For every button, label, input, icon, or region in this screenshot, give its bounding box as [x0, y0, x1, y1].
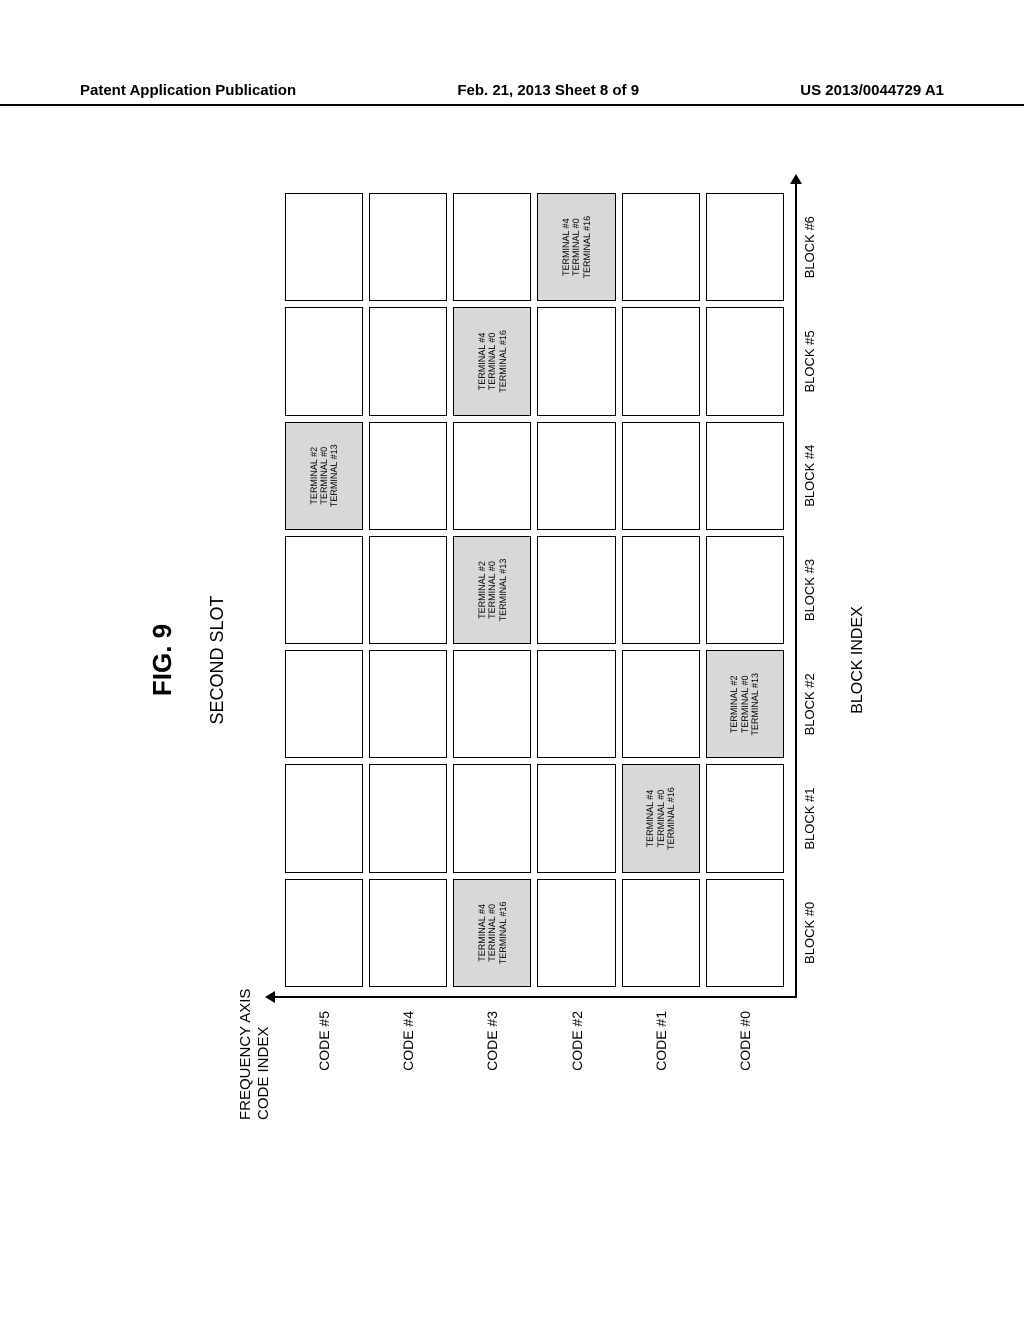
slot-title: SECOND SLOT [207, 160, 228, 1160]
grid-cell: TERMINAL #2TERMINAL #0TERMINAL #13 [453, 536, 531, 644]
grid-cell [537, 536, 615, 644]
grid-cell [285, 307, 363, 415]
grid-cell [706, 764, 784, 872]
grid-cell [369, 650, 447, 758]
yaxis-tick-label: CODE #5 [282, 1005, 366, 1100]
figure-title: FIG. 9 [147, 160, 178, 1160]
terminal-label: TERMINAL #2 [729, 675, 739, 733]
grid-cell [453, 193, 531, 301]
yaxis-labels: CODE #5CODE #4CODE #3CODE #2CODE #1CODE … [282, 1005, 787, 1100]
header-right: US 2013/0044729 A1 [800, 82, 944, 99]
xaxis-tick-label: BLOCK #4 [802, 419, 832, 533]
terminal-label: TERMINAL #13 [750, 673, 760, 736]
grid-cell [537, 422, 615, 530]
yaxis-arrow-icon [265, 991, 275, 1003]
xaxis-title: BLOCK INDEX [849, 160, 867, 1160]
grid-cell [285, 650, 363, 758]
terminal-label: TERMINAL #0 [487, 904, 497, 962]
terminal-label: TERMINAL #4 [561, 218, 571, 276]
grid-cell: TERMINAL #4TERMINAL #0TERMINAL #16 [622, 764, 700, 872]
grid-cell [622, 307, 700, 415]
grid-cell [285, 764, 363, 872]
grid-cell [537, 879, 615, 987]
yaxis-tick-label: CODE #0 [703, 1005, 787, 1100]
grid-cell [622, 536, 700, 644]
grid-cell [369, 307, 447, 415]
xaxis-tick-label: BLOCK #3 [802, 533, 832, 647]
terminal-label: TERMINAL #4 [477, 904, 487, 962]
grid-cell [285, 879, 363, 987]
grid-cell [369, 193, 447, 301]
terminal-label: TERMINAL #0 [740, 675, 750, 733]
grid-cell: TERMINAL #4TERMINAL #0TERMINAL #16 [537, 193, 615, 301]
header-center: Feb. 21, 2013 Sheet 8 of 9 [457, 82, 639, 99]
grid-cell [453, 650, 531, 758]
grid-cell [537, 650, 615, 758]
terminal-label: TERMINAL #0 [571, 218, 581, 276]
figure: FIG. 9 SECOND SLOT FREQUENCY AXIS CODE I… [137, 160, 887, 1160]
xaxis-tick-label: BLOCK #2 [802, 647, 832, 761]
grid-cell: TERMINAL #2TERMINAL #0TERMINAL #13 [706, 650, 784, 758]
terminal-label: TERMINAL #0 [656, 790, 666, 848]
yaxis-tick-label: CODE #2 [534, 1005, 618, 1100]
terminal-label: TERMINAL #2 [309, 447, 319, 505]
grid-cell [285, 536, 363, 644]
grid-cell [369, 536, 447, 644]
grid-cell [706, 307, 784, 415]
grid-cell [285, 193, 363, 301]
xaxis-tick-label: BLOCK #0 [802, 876, 832, 990]
xaxis-arrow-icon [790, 174, 802, 184]
terminal-label: TERMINAL #4 [645, 790, 655, 848]
grid-cell: TERMINAL #2TERMINAL #0TERMINAL #13 [285, 422, 363, 530]
page-header: Patent Application Publication Feb. 21, … [0, 82, 1024, 106]
terminal-label: TERMINAL #2 [477, 561, 487, 619]
grid-cell [537, 307, 615, 415]
yaxis-title: FREQUENCY AXIS CODE INDEX [237, 989, 273, 1120]
grid-cell [453, 764, 531, 872]
terminal-label: TERMINAL #13 [498, 559, 508, 622]
grid-cell [622, 193, 700, 301]
xaxis-tick-label: BLOCK #1 [802, 761, 832, 875]
grid-cell [369, 422, 447, 530]
xaxis-tick-label: BLOCK #6 [802, 190, 832, 304]
grid-cell [706, 536, 784, 644]
grid-cell [537, 764, 615, 872]
grid-cell: TERMINAL #4TERMINAL #0TERMINAL #16 [453, 307, 531, 415]
terminal-label: TERMINAL #13 [329, 444, 339, 507]
yaxis-line [272, 996, 797, 998]
terminal-label: TERMINAL #0 [487, 333, 497, 391]
xaxis-labels: BLOCK #0BLOCK #1BLOCK #2BLOCK #3BLOCK #4… [802, 190, 832, 990]
yaxis-tick-label: CODE #1 [619, 1005, 703, 1100]
grid-cell [453, 422, 531, 530]
grid-cell [706, 193, 784, 301]
terminal-label: TERMINAL #0 [319, 447, 329, 505]
grid-cell [369, 764, 447, 872]
grid-area: TERMINAL #2TERMINAL #0TERMINAL #13TERMIN… [282, 190, 787, 990]
grid-cell [706, 422, 784, 530]
xaxis-tick-label: BLOCK #5 [802, 304, 832, 418]
terminal-label: TERMINAL #0 [487, 561, 497, 619]
terminal-label: TERMINAL #16 [582, 216, 592, 279]
xaxis-line [795, 182, 797, 998]
terminal-label: TERMINAL #16 [666, 787, 676, 850]
terminal-label: TERMINAL #16 [498, 330, 508, 393]
header-left: Patent Application Publication [80, 82, 296, 99]
terminal-label: TERMINAL #4 [477, 333, 487, 391]
grid-cell [706, 879, 784, 987]
terminal-label: TERMINAL #16 [498, 902, 508, 965]
yaxis-tick-label: CODE #4 [366, 1005, 450, 1100]
grid-cell: TERMINAL #4TERMINAL #0TERMINAL #16 [453, 879, 531, 987]
grid-cell [622, 422, 700, 530]
figure-wrapper: FIG. 9 SECOND SLOT FREQUENCY AXIS CODE I… [137, 160, 887, 1160]
yaxis-tick-label: CODE #3 [450, 1005, 534, 1100]
grid-cell [622, 879, 700, 987]
grid-cell [369, 879, 447, 987]
grid-table: TERMINAL #2TERMINAL #0TERMINAL #13TERMIN… [282, 190, 787, 990]
grid-cell [622, 650, 700, 758]
